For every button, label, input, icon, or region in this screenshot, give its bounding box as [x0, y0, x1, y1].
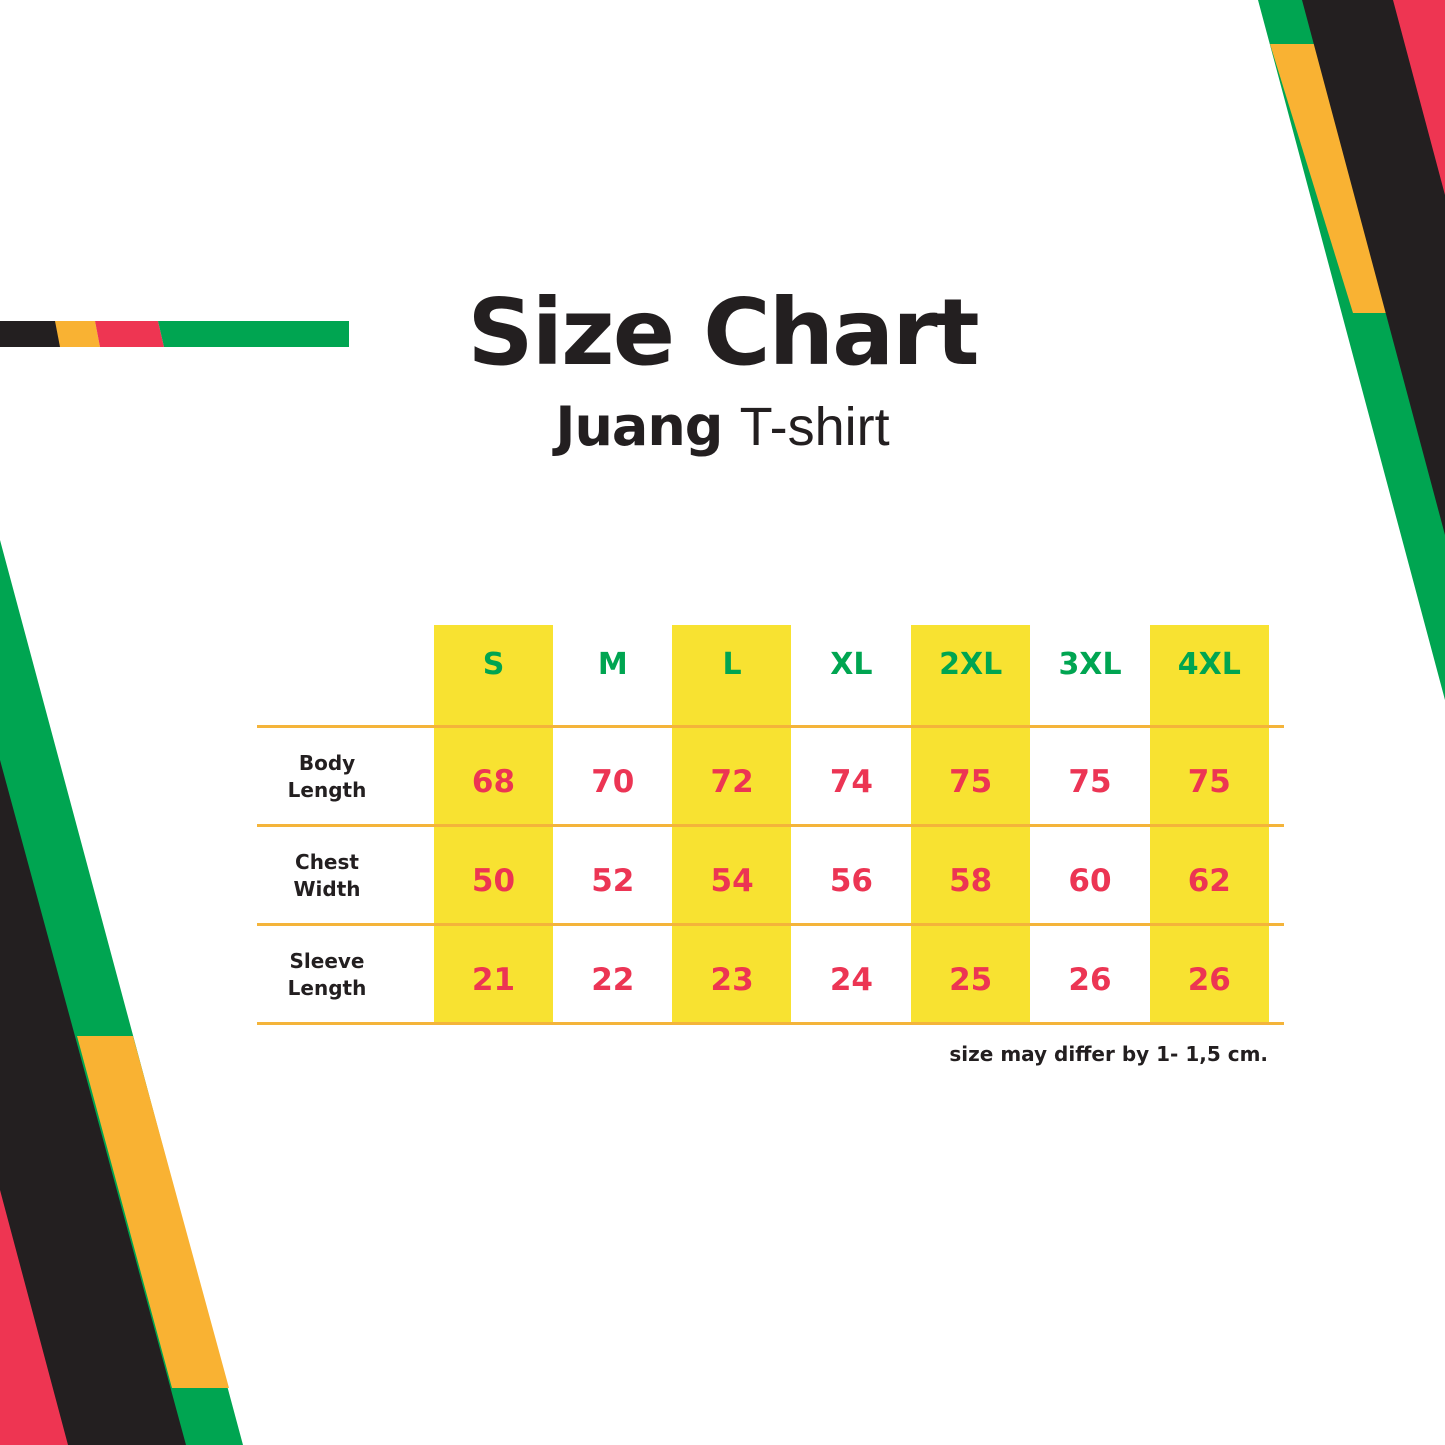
divider [257, 1022, 1284, 1025]
size-value: 75 [949, 764, 993, 800]
size-value: 25 [949, 962, 993, 998]
row-label: Sleeve Length [262, 948, 392, 1002]
size-value: 23 [710, 962, 754, 998]
size-note: size may differ by 1- 1,5 cm. [949, 1042, 1268, 1066]
size-value: 54 [710, 863, 754, 899]
size-value: 26 [1068, 962, 1112, 998]
size-header: 4XL [1177, 647, 1241, 682]
size-value: 68 [471, 764, 516, 800]
size-value: 52 [591, 863, 635, 899]
page-title: Size Chart [467, 279, 979, 386]
size-value: 74 [829, 764, 873, 800]
product-name: T-shirt [739, 397, 890, 457]
size-value: 26 [1187, 962, 1231, 998]
top-right-stripes [1258, 0, 1445, 700]
row-label-line: Length [287, 976, 367, 1000]
row-label-line: Body [298, 751, 356, 775]
divider [257, 923, 1284, 926]
subtitle: Juang T-shirt [0, 392, 1445, 462]
size-value: 50 [471, 863, 516, 899]
size-value: 72 [710, 764, 754, 800]
size-header: XL [830, 647, 873, 682]
size-value: 60 [1068, 863, 1112, 899]
size-header: 2XL [939, 647, 1003, 682]
size-header: L [722, 647, 742, 682]
size-header: 3XL [1058, 647, 1122, 682]
size-header: M [597, 647, 628, 682]
row-label-line: Sleeve [289, 949, 365, 973]
size-header: S [482, 647, 505, 682]
divider [257, 824, 1284, 827]
top-left-stripe-bar [0, 321, 349, 347]
size-value: 62 [1187, 863, 1231, 899]
size-value: 70 [591, 764, 635, 800]
bottom-left-stripes [0, 540, 243, 1445]
divider [257, 725, 1284, 728]
brand-name: Juang [555, 395, 723, 458]
size-value: 22 [591, 962, 635, 998]
size-value: 56 [829, 863, 873, 899]
size-value: 24 [829, 962, 873, 998]
size-value: 75 [1187, 764, 1231, 800]
row-label-line: Chest [295, 850, 359, 874]
row-label-line: Length [287, 778, 367, 802]
row-label: Body Length [262, 750, 392, 804]
size-value: 75 [1068, 764, 1112, 800]
row-label-line: Width [293, 877, 361, 901]
row-label: Chest Width [262, 849, 392, 903]
size-value: 58 [949, 863, 993, 899]
size-value: 21 [471, 962, 516, 998]
